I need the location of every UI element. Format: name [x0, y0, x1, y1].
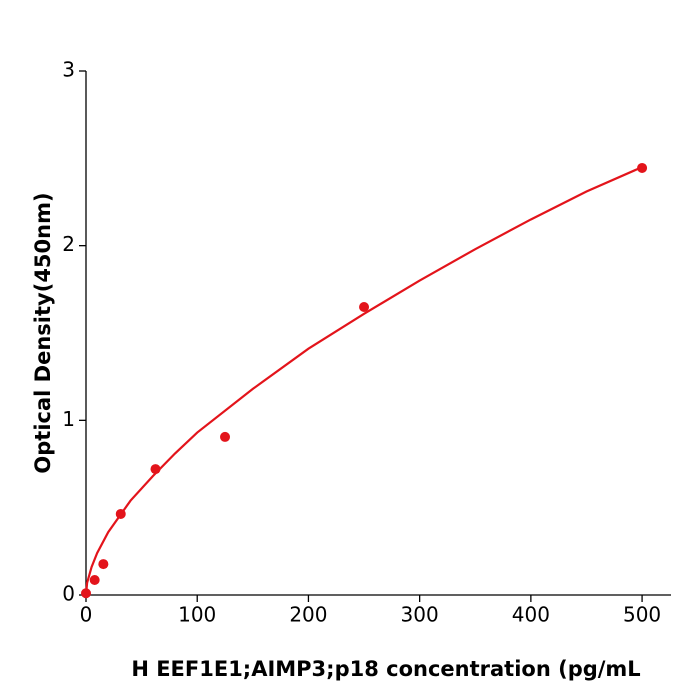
data-point — [89, 574, 100, 585]
x-tick-label: 100 — [178, 603, 216, 627]
x-axis-title: H EEF1E1;AIMP3;p18 concentration (pg/mL — [131, 657, 640, 681]
x-tick-label: 400 — [512, 603, 550, 627]
data-point — [220, 431, 231, 442]
x-tick-label: 0 — [80, 603, 93, 627]
y-axis-title: Optical Density(450nm) — [31, 192, 55, 473]
y-tick-label: 3 — [62, 58, 75, 82]
fit-curve — [84, 166, 643, 596]
x-tick-label: 300 — [401, 603, 439, 627]
y-tick-label: 1 — [62, 407, 75, 431]
x-tick-label: 500 — [623, 603, 661, 627]
y-tick-label: 2 — [62, 232, 75, 256]
data-point — [98, 559, 109, 570]
data-point — [359, 301, 370, 312]
y-tick-label: 0 — [62, 582, 75, 606]
x-tick-label: 200 — [289, 603, 327, 627]
